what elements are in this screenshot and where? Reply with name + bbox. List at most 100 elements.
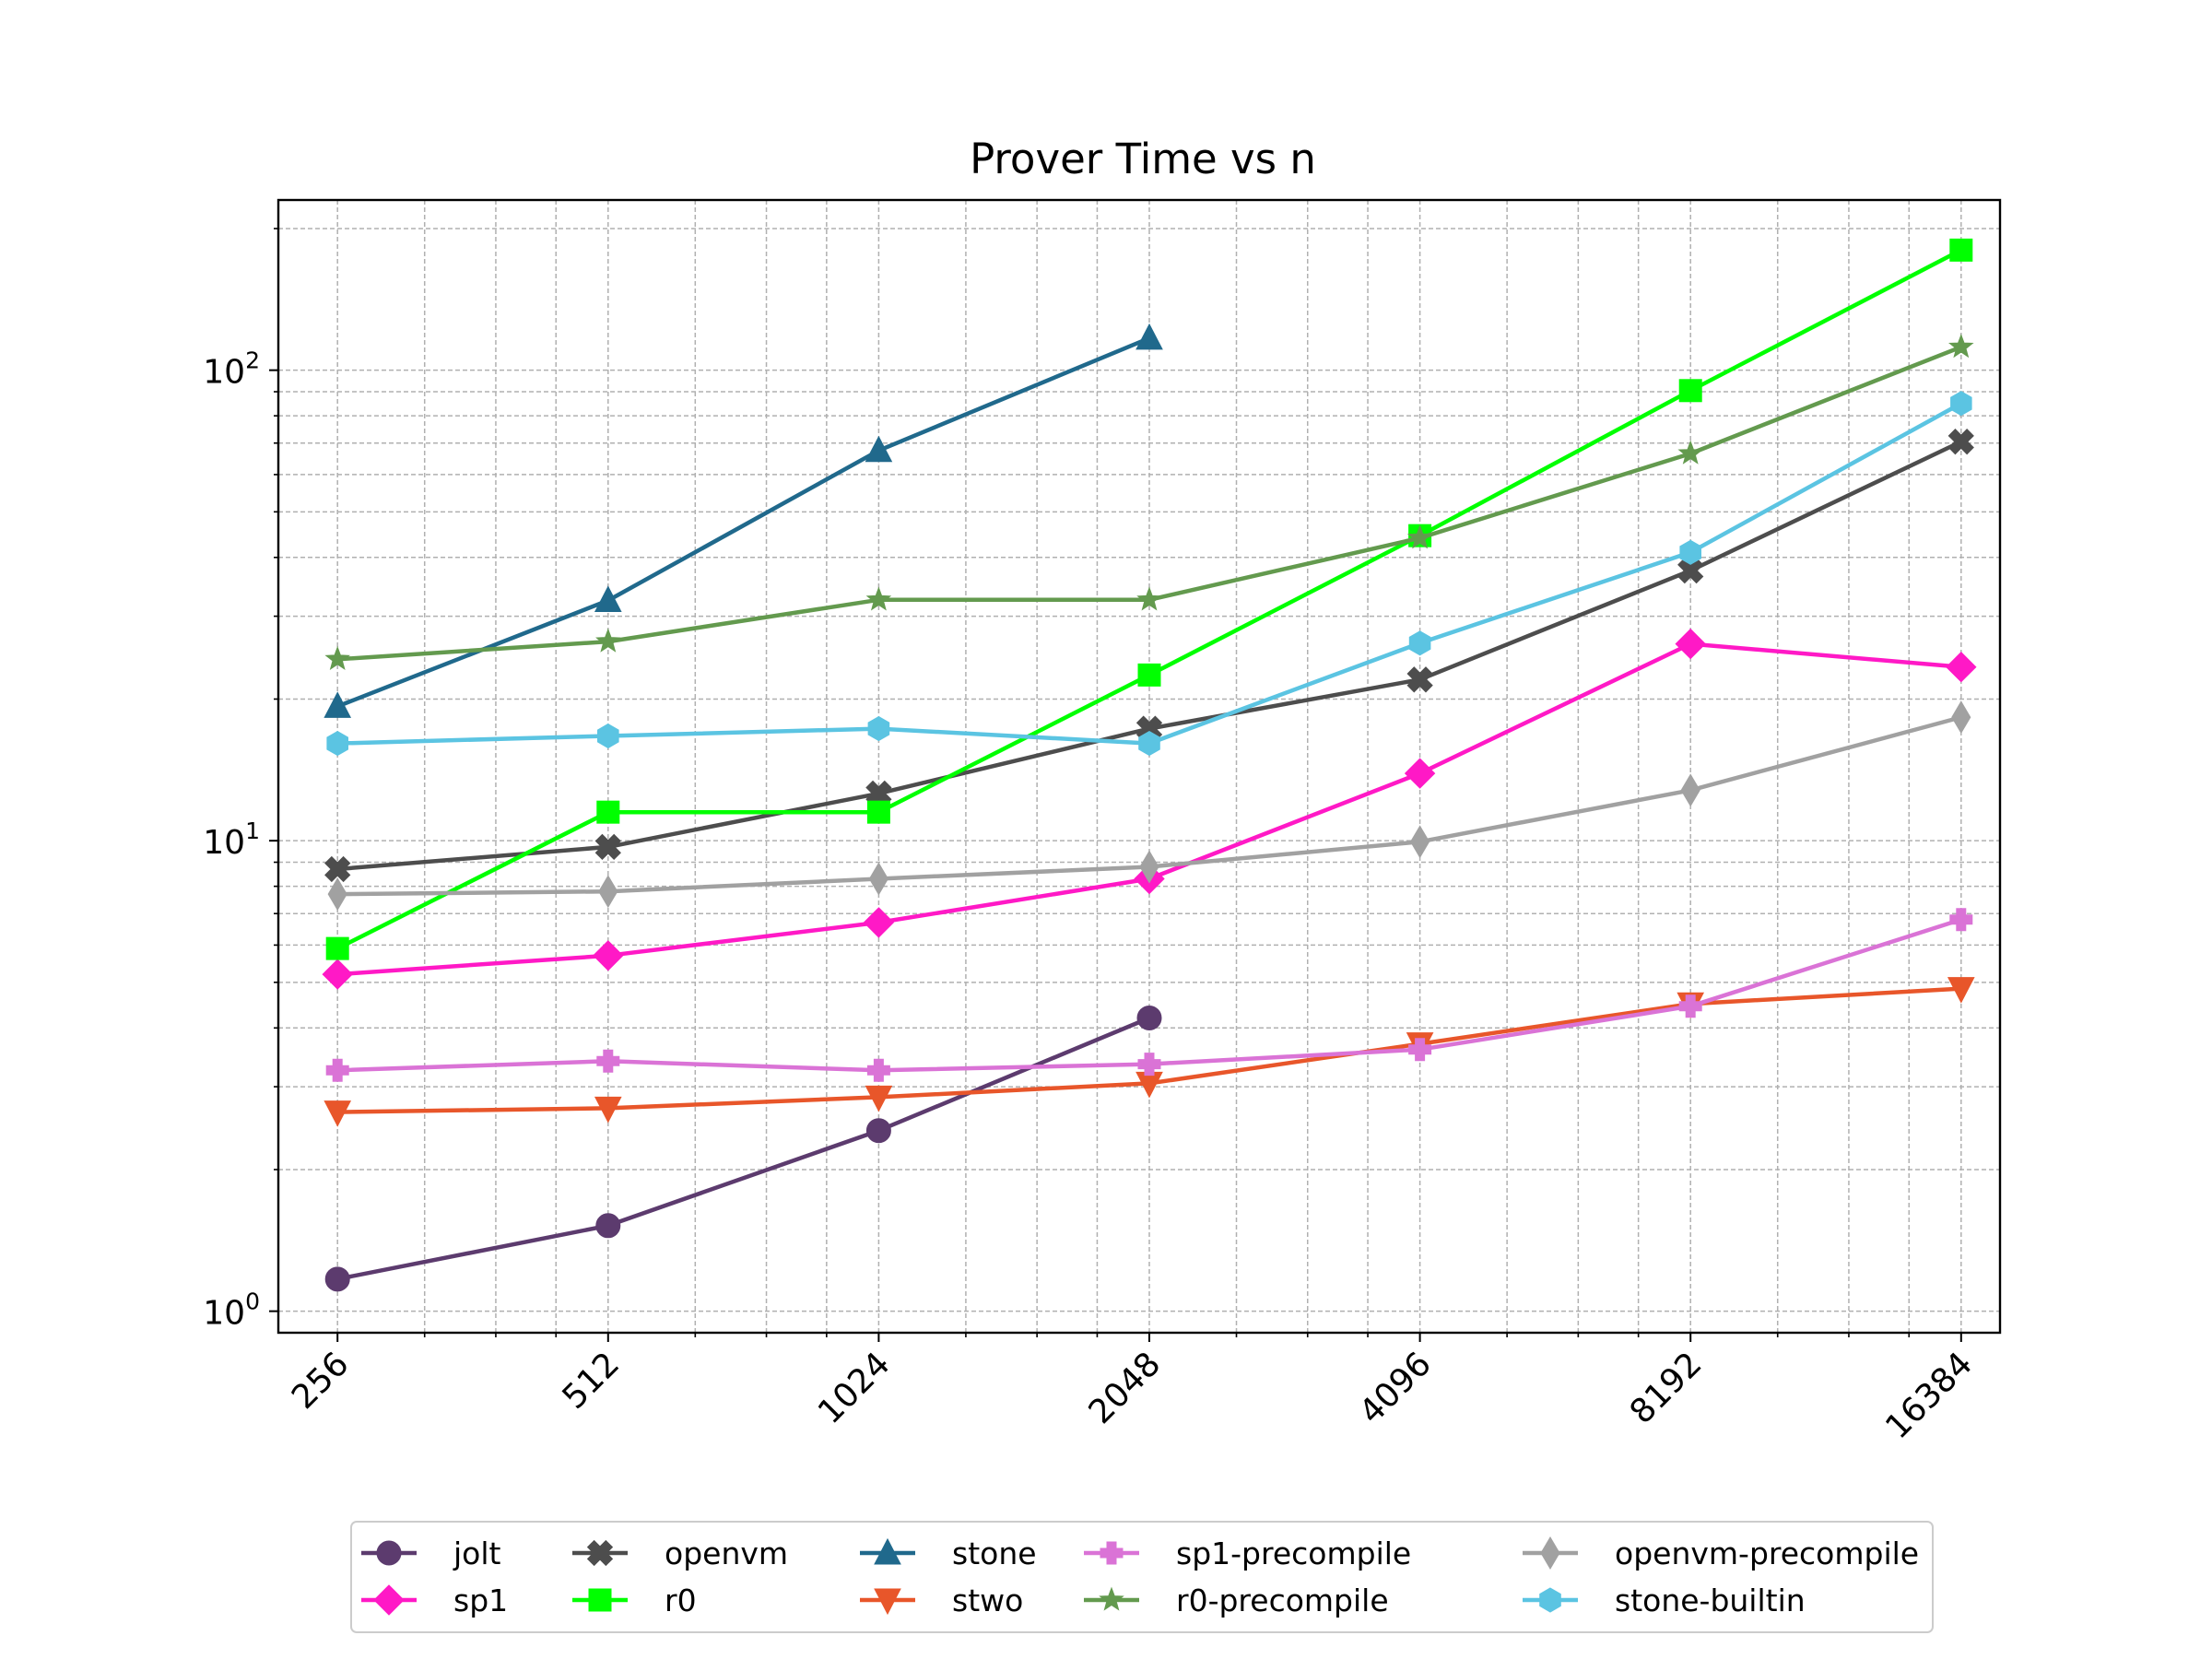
legend-marker-openvm-precompile bbox=[1540, 1536, 1560, 1570]
data-point-stone-builtin bbox=[867, 716, 890, 742]
data-point-sp1-precompile bbox=[866, 1058, 890, 1082]
legend-entry-sp1-precompile: sp1-precompile bbox=[1084, 1535, 1411, 1571]
data-point-openvm-shape bbox=[1406, 666, 1433, 693]
data-point-r0-precompile bbox=[865, 586, 892, 611]
legend-marker-stone-builtin bbox=[1539, 1587, 1561, 1613]
legend-marker-stone bbox=[874, 1537, 901, 1565]
legend-entry-r0-precompile: r0-precompile bbox=[1084, 1583, 1389, 1618]
series-openvm bbox=[324, 429, 1974, 883]
data-point-sp1-precompile bbox=[596, 1049, 620, 1073]
legend-label-stwo: stwo bbox=[952, 1583, 1023, 1618]
data-point-r0-precompile bbox=[324, 645, 350, 670]
data-point-r0 bbox=[1949, 238, 1973, 262]
legend-entry-openvm: openvm bbox=[572, 1535, 788, 1571]
plot-frame bbox=[276, 198, 2002, 1335]
data-point-r0-precompile bbox=[1136, 586, 1162, 611]
data-point-openvm bbox=[1406, 666, 1433, 693]
data-point-sp1-precompile bbox=[1678, 994, 1702, 1018]
data-point-stone-builtin bbox=[326, 731, 348, 757]
series-line-stone bbox=[335, 335, 1152, 710]
series-jolt bbox=[324, 1005, 1162, 1292]
data-point-sp1-precompile bbox=[1949, 908, 1973, 932]
data-point-openvm-precompile bbox=[1680, 773, 1700, 807]
data-point-r0-precompile bbox=[1948, 334, 1974, 359]
legend-entry-jolt: jolt bbox=[361, 1535, 501, 1571]
y-tick-label: 101 bbox=[203, 818, 260, 862]
legend-frame bbox=[350, 1521, 1934, 1633]
data-point-stone-builtin bbox=[1679, 539, 1701, 565]
data-point-r0 bbox=[866, 800, 890, 824]
legend-label-sp1: sp1 bbox=[453, 1583, 508, 1618]
data-point-sp1 bbox=[322, 959, 353, 990]
legend-marker-openvm-shape bbox=[586, 1539, 614, 1567]
data-point-openvm-precompile bbox=[1139, 850, 1159, 884]
y-tick-label: 102 bbox=[203, 347, 260, 392]
data-point-sp1-precompile bbox=[1408, 1038, 1432, 1062]
data-point-r0 bbox=[1137, 663, 1161, 687]
data-point-stone bbox=[324, 691, 352, 718]
data-point-openvm-shape bbox=[594, 833, 621, 861]
data-point-stone bbox=[594, 585, 622, 612]
data-point-sp1 bbox=[1675, 628, 1706, 660]
legend-label-stone: stone bbox=[952, 1535, 1037, 1571]
data-point-openvm-precompile bbox=[598, 875, 618, 909]
series-line-jolt bbox=[335, 1015, 1152, 1282]
legend: jolt sp1 openvm r0 stone stwo sp1-precompile r0… bbox=[350, 1521, 1934, 1633]
legend-entry-sp1: sp1 bbox=[361, 1583, 508, 1618]
data-point-openvm-shape bbox=[324, 855, 351, 883]
data-point-jolt bbox=[1136, 1005, 1162, 1030]
data-point-sp1 bbox=[863, 907, 895, 938]
data-point-r0 bbox=[325, 936, 349, 960]
data-point-stone-builtin bbox=[1950, 391, 1972, 417]
legend-marker-r0-precompile bbox=[1099, 1586, 1124, 1611]
series-sp1-precompile bbox=[325, 908, 1973, 1082]
data-point-jolt bbox=[595, 1213, 621, 1239]
grid bbox=[278, 200, 2000, 1333]
data-point-r0-precompile bbox=[595, 628, 621, 653]
series-r0-precompile bbox=[324, 334, 1974, 670]
y-tick-label: 100 bbox=[203, 1288, 260, 1333]
legend-entry-r0: r0 bbox=[572, 1583, 697, 1618]
data-point-sp1-precompile bbox=[1137, 1053, 1161, 1077]
legend-marker-sp1-precompile bbox=[1100, 1541, 1124, 1565]
data-point-stwo bbox=[594, 1096, 622, 1124]
data-point-stwo bbox=[1947, 977, 1975, 1004]
data-point-stone-builtin bbox=[1408, 630, 1431, 656]
data-point-sp1 bbox=[593, 940, 624, 971]
legend-marker-stwo bbox=[874, 1588, 901, 1616]
data-point-openvm bbox=[324, 855, 351, 883]
data-point-openvm-precompile bbox=[1951, 700, 1971, 735]
data-point-r0-precompile bbox=[1677, 440, 1703, 465]
legend-entry-stone: stone bbox=[860, 1535, 1037, 1571]
data-point-sp1-precompile bbox=[325, 1058, 349, 1082]
legend-entry-stone-builtin: stone-builtin bbox=[1523, 1583, 1806, 1618]
data-point-openvm-shape bbox=[1947, 429, 1974, 455]
legend-label-jolt: jolt bbox=[453, 1535, 501, 1571]
legend-label-r0: r0 bbox=[665, 1583, 697, 1618]
legend-label-r0-precompile: r0-precompile bbox=[1176, 1583, 1389, 1618]
data-point-stwo bbox=[324, 1100, 352, 1127]
chart-title: Prover Time vs n bbox=[970, 135, 1316, 183]
legend-marker-r0 bbox=[588, 1588, 612, 1612]
data-point-stone bbox=[1135, 323, 1163, 350]
legend-entry-openvm-precompile: openvm-precompile bbox=[1523, 1535, 1919, 1571]
data-point-jolt bbox=[324, 1266, 350, 1292]
data-point-openvm-precompile bbox=[1410, 825, 1430, 859]
data-point-openvm bbox=[1947, 429, 1974, 455]
data-point-stwo bbox=[865, 1085, 893, 1112]
data-point-r0-precompile bbox=[1406, 524, 1433, 549]
data-point-stone-builtin bbox=[597, 723, 619, 749]
data-point-r0 bbox=[1678, 379, 1702, 403]
series-layer bbox=[322, 238, 1977, 1292]
legend-label-stone-builtin: stone-builtin bbox=[1615, 1583, 1806, 1618]
series-openvm-precompile bbox=[327, 700, 1971, 912]
data-point-r0 bbox=[596, 800, 620, 824]
series-stone-builtin bbox=[326, 391, 1972, 757]
legend-label-openvm: openvm bbox=[665, 1535, 788, 1571]
data-point-jolt bbox=[865, 1118, 891, 1144]
legend-marker-jolt bbox=[376, 1540, 402, 1566]
legend-marker-openvm bbox=[586, 1539, 614, 1567]
legend-entry-stwo: stwo bbox=[860, 1583, 1023, 1618]
